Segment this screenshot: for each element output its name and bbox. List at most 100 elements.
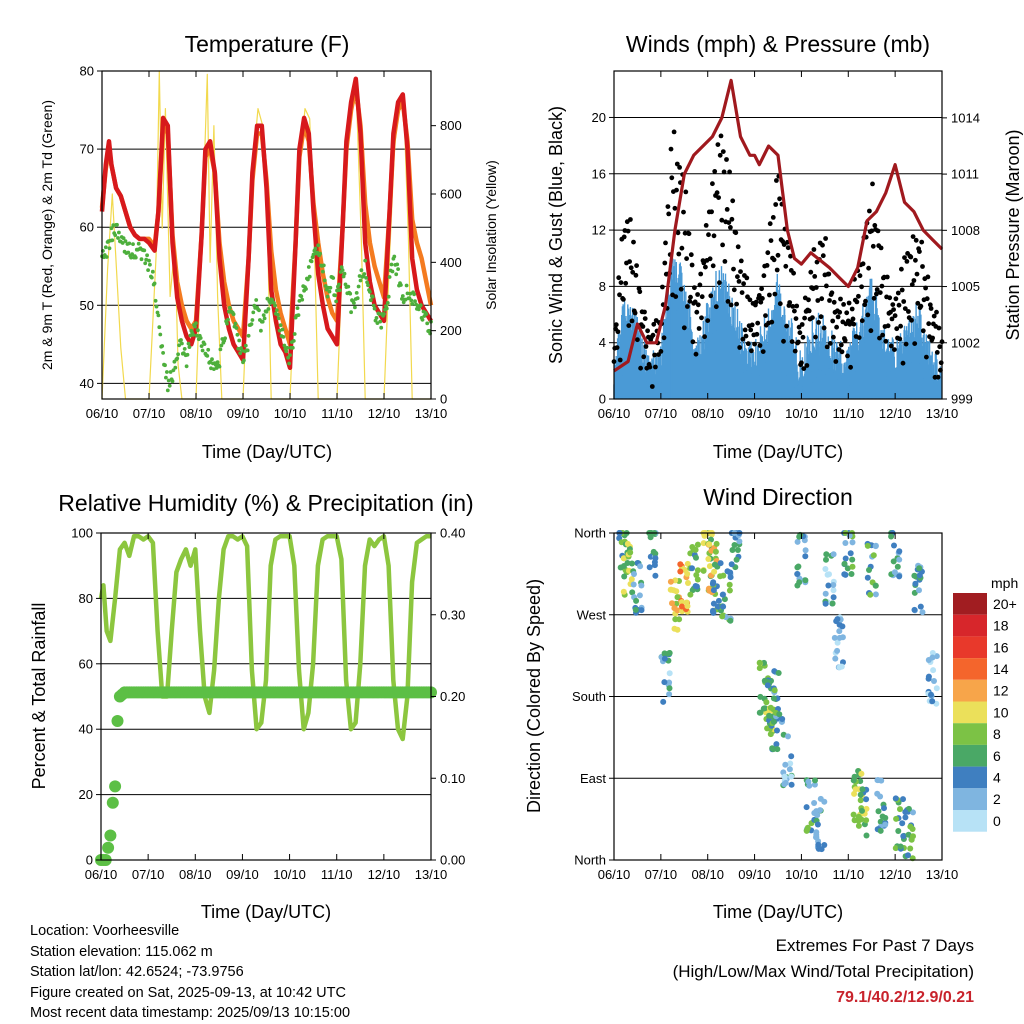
direction-point xyxy=(661,655,668,662)
speed-label: 8 xyxy=(993,726,1001,742)
dewpoint-point xyxy=(179,338,183,342)
direction-point xyxy=(822,590,829,597)
direction-panel: Wind Direction Time (Day/UTC) Direction … xyxy=(524,484,958,922)
direction-point xyxy=(763,699,770,706)
gust-point xyxy=(902,255,907,260)
gust-point xyxy=(743,333,749,339)
direction-point xyxy=(812,777,818,784)
x-tick-label: 13/10 xyxy=(415,867,448,882)
gust-point xyxy=(676,251,682,257)
gust-point xyxy=(731,287,737,293)
gust-point xyxy=(703,264,708,270)
gust-point xyxy=(711,233,717,239)
gust-point xyxy=(899,266,904,272)
gust-point xyxy=(755,320,761,326)
gust-point xyxy=(841,302,846,307)
gust-point xyxy=(892,347,897,352)
gust-point xyxy=(838,296,843,302)
gust-point xyxy=(860,261,866,267)
gust-point xyxy=(799,360,804,366)
direction-point xyxy=(773,741,780,748)
dewpoint-point xyxy=(175,356,180,361)
dewpoint-point xyxy=(259,328,263,333)
direction-point xyxy=(756,659,763,666)
gust-point xyxy=(791,270,796,276)
y2-tick-label: 0.20 xyxy=(440,689,465,704)
gust-point xyxy=(899,287,905,293)
gust-point xyxy=(834,324,839,330)
direction-point xyxy=(855,822,862,829)
direction-point xyxy=(841,560,848,567)
gust-point xyxy=(744,275,750,281)
gust-point xyxy=(752,341,757,347)
direction-point xyxy=(893,815,900,822)
direction-point xyxy=(795,563,802,570)
dewpoint-point xyxy=(334,299,338,304)
temperature-panel: Temperature (F) Time (Day/UTC) 2m & 9m T… xyxy=(39,31,499,462)
x-tick-label: 08/10 xyxy=(179,867,212,882)
gust-point xyxy=(827,341,833,346)
gust-point xyxy=(671,129,677,135)
gust-point xyxy=(937,344,943,350)
gust-point xyxy=(688,294,693,300)
gust-point xyxy=(617,292,622,298)
dewpoint-point xyxy=(295,306,300,310)
dewpoint-point xyxy=(396,267,400,271)
speed-legend-swatches: 20+ 18 16 14 12 10 8 6 4 2 0 xyxy=(953,593,1017,832)
y-tick-label: 20 xyxy=(79,787,93,802)
dewpoint-point xyxy=(300,297,305,302)
gust-point xyxy=(927,302,933,308)
dewpoint-point xyxy=(287,361,291,366)
gust-point xyxy=(856,293,861,299)
direction-point xyxy=(902,809,909,815)
gust-point xyxy=(915,300,921,306)
direction-point xyxy=(830,582,837,588)
gust-point xyxy=(642,316,648,321)
dewpoint-point xyxy=(368,298,373,303)
gust-point xyxy=(643,344,649,349)
gust-point xyxy=(716,195,721,201)
gust-point xyxy=(767,221,773,227)
y-tick-label: North xyxy=(574,526,606,541)
dewpoint-point xyxy=(191,333,196,337)
dewpoint-point xyxy=(284,349,289,354)
dewpoint-point xyxy=(156,313,161,318)
gust-point xyxy=(730,198,736,204)
direction-point xyxy=(900,833,907,840)
direction-point xyxy=(910,809,916,816)
gust-point xyxy=(934,350,940,355)
direction-title: Wind Direction xyxy=(703,484,853,510)
speed-swatch xyxy=(953,766,987,789)
dewpoint-point xyxy=(354,291,359,295)
direction-xlabel: Time (Day/UTC) xyxy=(713,902,843,922)
gust-point xyxy=(909,317,914,323)
winds-axes: 06/10 07/10 08/10 09/10 10/10 11/10 12/10 13/10… xyxy=(592,70,980,421)
speed-legend: mph 20+ 18 16 14 12 10 8 6 4 2 0 xyxy=(953,575,1018,832)
gust-point xyxy=(866,265,871,271)
gust-point xyxy=(650,332,656,338)
gust-point xyxy=(695,302,701,308)
direction-point xyxy=(637,563,644,570)
gust-point xyxy=(725,299,731,304)
y-tick-label: 40 xyxy=(79,722,93,737)
direction-point xyxy=(836,634,843,641)
dewpoint-point xyxy=(276,316,281,321)
speed-swatch xyxy=(953,636,987,659)
direction-point xyxy=(669,600,675,607)
direction-point xyxy=(700,540,707,547)
direction-point xyxy=(870,552,877,559)
gust-point xyxy=(917,249,922,255)
dewpoint-point xyxy=(260,319,265,324)
speed-label: 2 xyxy=(993,791,1001,807)
x-tick-label: 13/10 xyxy=(926,406,959,421)
x-tick-label: 09/10 xyxy=(738,406,771,421)
direction-point xyxy=(714,603,721,610)
direction-point xyxy=(823,551,830,558)
direction-point xyxy=(677,561,684,568)
direction-point xyxy=(717,560,724,567)
direction-point xyxy=(774,727,780,734)
dewpoint-point xyxy=(346,284,351,289)
direction-point xyxy=(666,691,673,698)
gust-point xyxy=(760,349,766,354)
gust-point xyxy=(792,348,798,354)
